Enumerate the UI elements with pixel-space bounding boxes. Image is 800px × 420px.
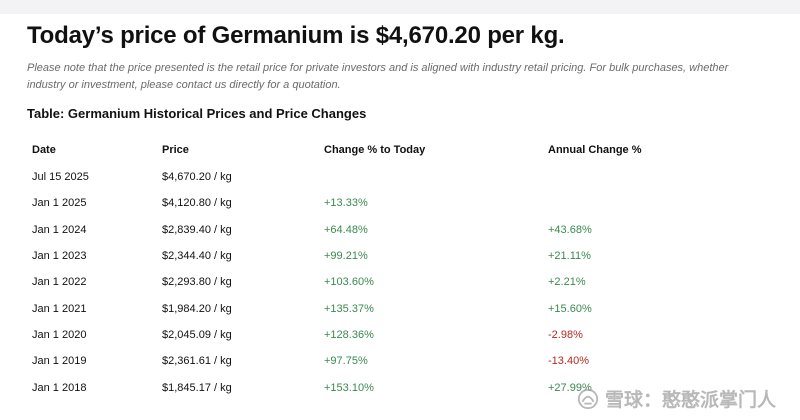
cell-change-to-today: +13.33% xyxy=(324,197,368,210)
cell-change-to-today: +64.48% xyxy=(324,223,368,236)
table-row: Jan 1 2021 $1,984.20 / kg +135.37% +15.60% xyxy=(20,295,780,321)
cell-price: $2,361.61 / kg xyxy=(162,355,232,368)
table-row: Jan 1 2023 $2,344.40 / kg +99.21% +21.11% xyxy=(20,243,780,269)
cell-annual-change: +15.60% xyxy=(548,302,592,315)
table-row: Jan 1 2019 $2,361.61 / kg +97.75% -13.40% xyxy=(20,348,780,374)
table-row: Jan 1 2025 $4,120.80 / kg +13.33% xyxy=(20,190,780,216)
price-history-table: Date Price Change % to Today Annual Chan… xyxy=(20,136,780,401)
cell-price: $2,839.40 / kg xyxy=(162,223,232,236)
cell-annual-change: -2.98% xyxy=(548,328,583,341)
cell-change-to-today xyxy=(312,164,536,190)
cell-price: $2,293.80 / kg xyxy=(162,276,232,289)
table-row: Jan 1 2022 $2,293.80 / kg +103.60% +2.21% xyxy=(20,269,780,295)
cell-date: Jan 1 2018 xyxy=(32,381,87,394)
cell-annual-change: +21.11% xyxy=(548,250,591,263)
cell-change-to-today: +128.36% xyxy=(324,328,374,341)
cell-price: $4,670.20 / kg xyxy=(162,171,232,184)
cell-date: Jan 1 2023 xyxy=(32,250,87,263)
cell-annual-change: +27.99% xyxy=(548,381,592,394)
page-title: Today’s price of Germanium is $4,670.20 … xyxy=(27,22,565,49)
cell-date: Jan 1 2021 xyxy=(32,302,87,315)
table-body: Jul 15 2025 $4,670.20 / kg Jan 1 2025 $4,12… xyxy=(20,164,780,401)
header-annual-change: Annual Change % xyxy=(548,144,642,156)
table-row: Jul 15 2025 $4,670.20 / kg xyxy=(20,164,780,190)
cell-change-to-today: +99.21% xyxy=(324,250,368,263)
cell-price: $2,045.09 / kg xyxy=(162,328,232,341)
header-change-to-today: Change % to Today xyxy=(324,144,426,156)
watermark: 雪球：憨憨派掌门人 xyxy=(577,385,776,412)
cell-date: Jul 15 2025 xyxy=(32,171,89,184)
cell-date: Jan 1 2025 xyxy=(32,197,87,210)
cell-date: Jan 1 2020 xyxy=(32,328,87,341)
content-page: Today’s price of Germanium is $4,670.20 … xyxy=(0,14,800,420)
table-row: Jan 1 2020 $2,045.09 / kg +128.36% -2.98% xyxy=(20,322,780,348)
table-row: Jan 1 2024 $2,839.40 / kg +64.48% +43.68% xyxy=(20,217,780,243)
cell-price: $2,344.40 / kg xyxy=(162,250,232,263)
cell-change-to-today: +97.75% xyxy=(324,355,368,368)
watermark-text: 雪球：憨憨派掌门人 xyxy=(604,390,776,411)
table-row: Jan 1 2018 $1,845.17 / kg +153.10% +27.99% xyxy=(20,374,780,400)
cell-annual-change xyxy=(536,190,780,216)
cell-change-to-today: +153.10% xyxy=(324,381,374,394)
header-date: Date xyxy=(32,144,56,156)
cell-price: $4,120.80 / kg xyxy=(162,197,232,210)
snowball-logo-icon xyxy=(577,388,599,409)
table-title: Table: Germanium Historical Prices and P… xyxy=(27,106,367,121)
header-price: Price xyxy=(162,144,189,156)
cell-annual-change: +2.21% xyxy=(548,276,586,289)
table-header-row: Date Price Change % to Today Annual Chan… xyxy=(20,136,780,164)
pricing-note: Please note that the price presented is … xyxy=(27,62,729,91)
cell-date: Jan 1 2024 xyxy=(32,223,87,236)
cell-change-to-today: +135.37% xyxy=(324,302,374,315)
cell-date: Jan 1 2019 xyxy=(32,355,87,368)
cell-annual-change: +43.68% xyxy=(548,223,592,236)
cell-annual-change xyxy=(536,164,780,190)
cell-annual-change: -13.40% xyxy=(548,355,589,368)
cell-price: $1,984.20 / kg xyxy=(162,302,232,315)
cell-date: Jan 1 2022 xyxy=(32,276,87,289)
cell-price: $1,845.17 / kg xyxy=(162,381,232,394)
cell-change-to-today: +103.60% xyxy=(324,276,374,289)
